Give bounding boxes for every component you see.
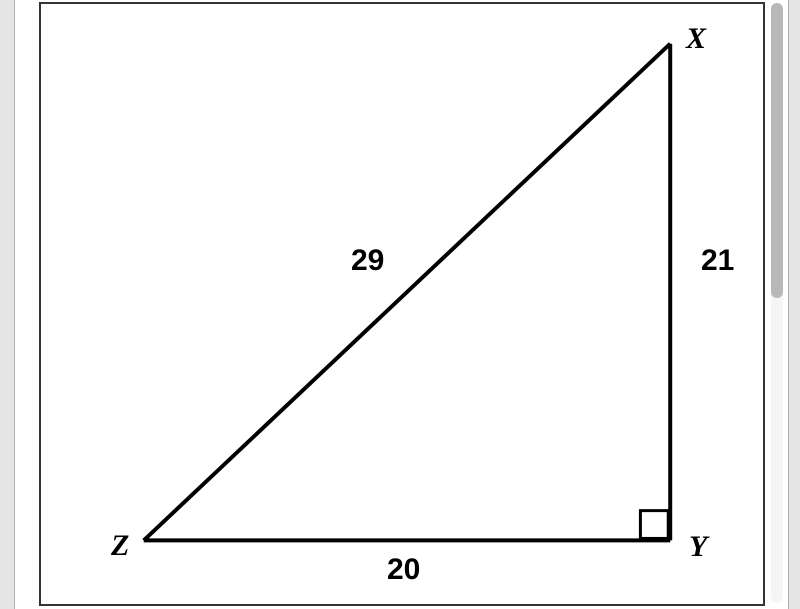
scrollbar-track[interactable] <box>771 3 783 603</box>
triangle-diagram <box>41 4 763 604</box>
side-xz-label: 29 <box>351 244 384 278</box>
vertex-z-label: Z <box>111 529 129 563</box>
vertex-x-label: X <box>686 22 706 56</box>
side-zy-label: 20 <box>387 553 420 587</box>
right-angle-marker <box>640 511 668 539</box>
scrollbar-thumb[interactable] <box>771 3 783 298</box>
vertex-y-label: Y <box>689 530 707 564</box>
diagram-panel: X Y Z 29 21 20 <box>39 2 765 606</box>
side-xy-label: 21 <box>701 244 734 278</box>
outer-frame: X Y Z 29 21 20 <box>14 0 789 609</box>
side-xz <box>144 44 670 541</box>
